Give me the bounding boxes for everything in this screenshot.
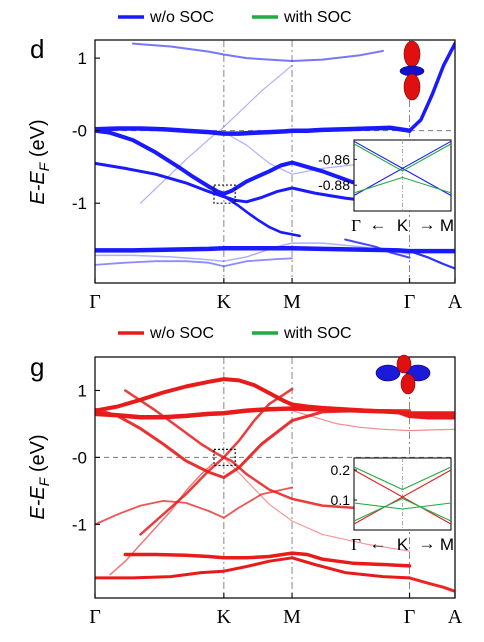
inset-band-line: [353, 469, 452, 525]
y-axis-label: E-EF (eV): [27, 119, 52, 204]
band-line: [109, 463, 214, 576]
orbital-lobe: [396, 354, 412, 374]
zoom-inset: 0.2 0.1 Γ ← K → M: [331, 457, 454, 554]
band-line: [95, 245, 455, 254]
inset-x-label: Γ: [351, 216, 361, 235]
dz2-orbital-icon: [399, 40, 425, 101]
y-axis-label: E-EF (eV): [27, 434, 52, 519]
x-tick-label: Γ: [89, 291, 101, 313]
band-line: [223, 456, 411, 552]
panel-label: d: [30, 34, 44, 64]
y-axis-label-main: E-E: [27, 171, 49, 205]
orbital-lobe: [403, 73, 421, 101]
zoom-region-box: [213, 448, 236, 467]
band-line: [408, 250, 455, 270]
legend-label: w/o SOC: [149, 325, 214, 342]
inset-x-label: M: [440, 216, 454, 235]
y-tick-label: 1: [78, 49, 87, 68]
band-line: [95, 486, 293, 526]
y-tick-label: -0: [72, 122, 87, 141]
dxz-orbital-icon: [375, 354, 431, 395]
zoom-inset: -0.86 -0.88 Γ ← K → M: [318, 139, 454, 235]
band-line: [95, 128, 412, 196]
inset-y-tick-label: -0.86: [318, 151, 350, 167]
band-line: [139, 387, 294, 536]
x-tick-label: Γ: [89, 606, 101, 628]
y-tick-label: -1: [72, 515, 87, 534]
x-tick-label: Γ: [404, 291, 416, 313]
inset-x-label: K: [397, 535, 409, 554]
plot-frame: [94, 356, 456, 599]
band-line: [95, 556, 411, 580]
inset-x-label: Γ: [351, 535, 361, 554]
inset-band-line: [353, 502, 452, 510]
band-line: [408, 576, 455, 593]
band-line: [407, 41, 455, 133]
band-line: [291, 410, 455, 432]
inset-x-label: K: [397, 216, 409, 235]
band-line: [124, 389, 411, 511]
x-tick-label: Γ: [404, 606, 416, 628]
legend-label: with SOC: [283, 9, 352, 26]
inset-band-line: [353, 140, 452, 196]
left-arrow-icon: ←: [370, 534, 387, 553]
band-line: [95, 407, 411, 479]
band-line: [131, 42, 384, 62]
x-tick-label: A: [448, 606, 463, 628]
zoom-region-box: [213, 184, 236, 204]
orbital-lobe: [375, 364, 401, 382]
y-tick-label: -0: [72, 448, 87, 467]
band-line: [95, 257, 293, 268]
inset-y-tick-label: 0.2: [331, 462, 351, 478]
band-line: [95, 161, 411, 205]
band-lines: [95, 41, 455, 270]
inset-band-line: [353, 143, 452, 172]
right-arrow-icon: →: [419, 534, 436, 553]
x-tick-label: M: [283, 291, 301, 313]
orbital-lobe: [403, 40, 421, 68]
x-tick-label: A: [448, 291, 463, 313]
y-axis-label-sub: F: [36, 161, 52, 171]
inset-x-label: M: [440, 535, 454, 554]
band-line: [123, 551, 412, 568]
inset-band-line: [353, 176, 452, 194]
y-axis-label-unit: (eV): [27, 434, 49, 477]
band-line: [95, 242, 411, 262]
orbital-lobe: [400, 373, 416, 395]
y-axis-label-main: E-E: [27, 486, 49, 520]
y-tick-label: 1: [78, 381, 87, 400]
band-line: [139, 64, 293, 204]
panel-label: g: [30, 352, 44, 382]
inset-y-tick-label: -0.88: [318, 177, 350, 193]
y-tick-label: -1: [72, 194, 87, 213]
x-tick-label: M: [283, 606, 301, 628]
legend-label: with SOC: [283, 325, 352, 342]
x-tick-label: K: [217, 606, 232, 628]
y-axis-label-unit: (eV): [27, 119, 49, 162]
band-lines: [95, 377, 455, 593]
inset-band-line: [353, 466, 452, 491]
right-arrow-icon: →: [419, 215, 436, 234]
inset-y-tick-label: 0.1: [331, 492, 351, 508]
band-line: [207, 186, 301, 238]
band-line: [95, 125, 412, 136]
plot-frame: [94, 39, 456, 284]
inset-band-line: [353, 497, 452, 522]
band-line: [95, 406, 455, 420]
legend-label: w/o SOC: [149, 9, 214, 26]
x-tick-label: K: [217, 291, 232, 313]
y-axis-label-sub: F: [36, 476, 52, 486]
left-arrow-icon: ←: [370, 215, 387, 234]
panel-d: d w/o SOC with SOC 1 -0 -1 Γ K M Γ A E-EF (eV) -0.86…: [27, 9, 463, 313]
band-line: [344, 238, 411, 259]
